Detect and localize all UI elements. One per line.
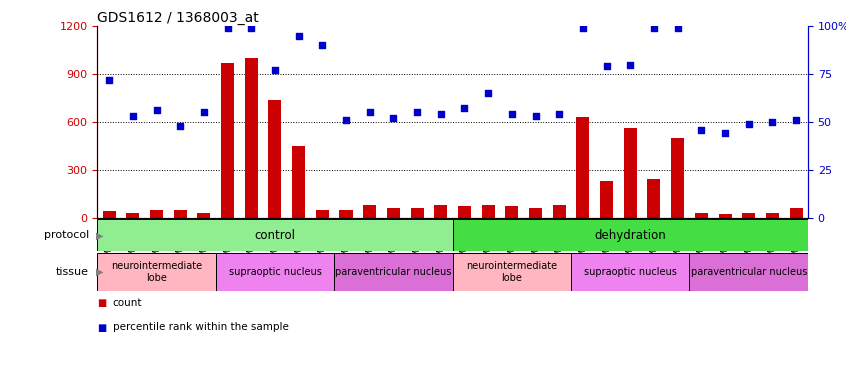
Point	[671, 25, 684, 31]
Point	[766, 119, 779, 125]
Bar	[339, 210, 353, 218]
Point	[292, 33, 305, 39]
Point	[505, 111, 519, 117]
Text: paraventricular nucleus: paraventricular nucleus	[690, 267, 807, 277]
Bar	[766, 213, 779, 217]
Bar	[529, 208, 542, 218]
Point	[695, 126, 708, 132]
Point	[150, 107, 163, 113]
Bar	[387, 208, 400, 218]
Point	[789, 117, 803, 123]
Bar	[102, 211, 116, 217]
Point	[339, 117, 353, 123]
Bar	[576, 117, 590, 218]
Point	[529, 113, 542, 119]
Point	[410, 110, 424, 116]
Point	[624, 62, 637, 68]
Bar	[481, 205, 495, 218]
Text: protocol: protocol	[44, 230, 89, 240]
Point	[126, 113, 140, 119]
Point	[102, 77, 116, 83]
Point	[600, 63, 613, 69]
Point	[718, 130, 732, 136]
Bar	[571, 253, 689, 291]
Bar	[97, 253, 216, 291]
Text: ■: ■	[97, 298, 107, 308]
Text: GDS1612 / 1368003_at: GDS1612 / 1368003_at	[97, 11, 259, 25]
Point	[576, 25, 590, 31]
Text: control: control	[255, 229, 295, 242]
Text: neurointermediate
lobe: neurointermediate lobe	[466, 261, 558, 283]
Text: percentile rank within the sample: percentile rank within the sample	[113, 322, 288, 333]
Bar	[647, 179, 661, 218]
Bar	[97, 219, 453, 251]
Text: tissue: tissue	[56, 267, 89, 277]
Point	[458, 105, 471, 111]
Bar	[268, 100, 282, 218]
Bar	[624, 128, 637, 217]
Point	[244, 25, 258, 31]
Bar	[453, 219, 808, 251]
Text: ▶: ▶	[96, 267, 103, 277]
Text: dehydration: dehydration	[595, 229, 666, 242]
Point	[552, 111, 566, 117]
Point	[481, 90, 495, 96]
Bar	[126, 213, 140, 217]
Point	[221, 25, 234, 31]
Bar	[316, 210, 329, 218]
Point	[173, 123, 187, 129]
Bar	[173, 210, 187, 218]
Bar	[552, 205, 566, 218]
Text: neurointermediate
lobe: neurointermediate lobe	[111, 261, 202, 283]
Bar	[410, 208, 424, 218]
Bar	[150, 210, 163, 218]
Bar	[458, 206, 471, 218]
Bar	[197, 213, 211, 217]
Bar	[434, 205, 448, 218]
Bar	[600, 181, 613, 218]
Bar	[742, 213, 755, 217]
Bar	[363, 205, 376, 218]
Bar	[789, 208, 803, 218]
Bar	[689, 253, 808, 291]
Text: ▶: ▶	[96, 230, 103, 240]
Text: supraoptic nucleus: supraoptic nucleus	[584, 267, 677, 277]
Bar	[244, 58, 258, 217]
Bar	[292, 146, 305, 218]
Point	[647, 25, 661, 31]
Text: count: count	[113, 298, 142, 308]
Text: supraoptic nucleus: supraoptic nucleus	[228, 267, 321, 277]
Point	[434, 111, 448, 117]
Point	[316, 42, 329, 48]
Point	[363, 110, 376, 116]
Point	[742, 121, 755, 127]
Bar	[334, 253, 453, 291]
Bar	[505, 206, 519, 218]
Bar	[671, 138, 684, 218]
Point	[387, 115, 400, 121]
Bar	[221, 63, 234, 217]
Bar	[718, 214, 732, 217]
Text: ■: ■	[97, 322, 107, 333]
Point	[268, 67, 282, 73]
Bar	[453, 253, 571, 291]
Bar	[695, 213, 708, 217]
Point	[197, 110, 211, 116]
Bar	[216, 253, 334, 291]
Text: paraventricular nucleus: paraventricular nucleus	[335, 267, 452, 277]
